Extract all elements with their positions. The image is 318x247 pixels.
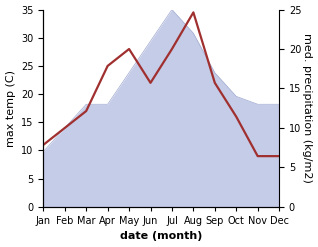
X-axis label: date (month): date (month) [120, 231, 203, 242]
Y-axis label: max temp (C): max temp (C) [5, 70, 16, 147]
Y-axis label: med. precipitation (kg/m2): med. precipitation (kg/m2) [302, 33, 313, 183]
